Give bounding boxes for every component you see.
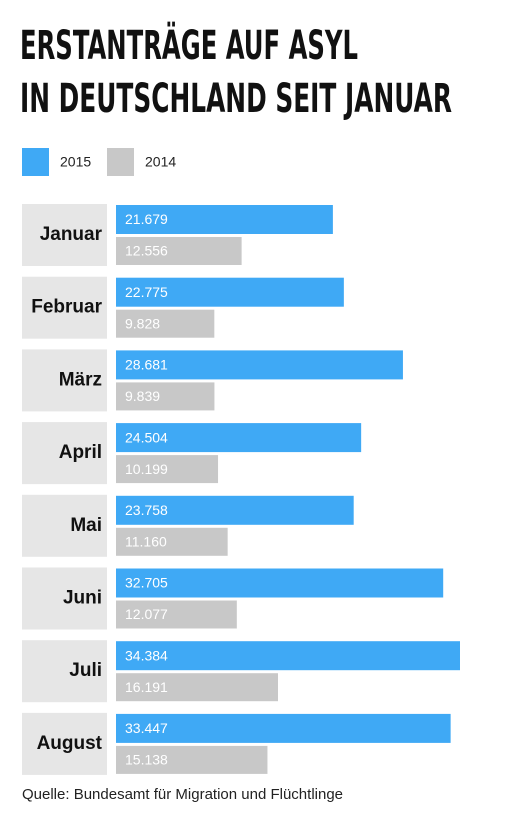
value-label: 11.160 [125, 534, 167, 550]
value-label: 22.775 [125, 284, 168, 300]
value-label: 21.679 [125, 211, 168, 227]
category-box [22, 712, 107, 775]
bar [116, 495, 354, 525]
bar [116, 309, 215, 338]
bar [116, 423, 362, 453]
category-label: März [59, 369, 102, 390]
value-label: 34.384 [125, 647, 168, 663]
category-label: Juli [69, 660, 102, 681]
legend-swatch [107, 148, 134, 176]
category-box [22, 494, 107, 557]
bar [116, 455, 219, 484]
bar [116, 277, 344, 307]
category-label: Juni [63, 588, 102, 609]
category-box [22, 204, 107, 266]
value-label: 15.138 [125, 752, 168, 768]
bar [116, 382, 215, 411]
category-box [22, 276, 107, 339]
value-label: 28.681 [125, 357, 168, 373]
bar [116, 350, 403, 380]
category-box [22, 349, 107, 412]
bar [116, 673, 278, 702]
category-label: Mai [70, 515, 102, 536]
value-label: 24.504 [125, 429, 168, 445]
value-label: 10.199 [125, 461, 168, 477]
bar [116, 527, 228, 556]
value-label: 9.839 [125, 388, 160, 404]
category-label: Februar [31, 297, 102, 318]
category-box [22, 567, 107, 630]
category-box [22, 422, 107, 485]
value-label: 12.556 [125, 243, 168, 259]
bar [116, 745, 268, 774]
bar [116, 568, 444, 598]
chart-title: ERSTANTRÄGE AUF ASYL [20, 21, 358, 69]
bar [116, 205, 333, 234]
legend-label: 2014 [145, 154, 176, 170]
value-label: 12.077 [125, 606, 168, 622]
category-label: Januar [40, 224, 103, 245]
legend-label: 2015 [60, 154, 91, 170]
source: Quelle: Bundesamt für Migration und Flüc… [22, 786, 343, 803]
legend-swatch [22, 148, 49, 176]
bar [116, 641, 460, 671]
value-label: 16.191 [125, 679, 168, 695]
value-label: 23.758 [125, 502, 168, 518]
category-box [22, 640, 107, 703]
value-label: 9.828 [125, 315, 160, 331]
chart-title: IN DEUTSCHLAND SEIT JANUAR [20, 76, 452, 122]
category-label: August [37, 733, 103, 754]
value-label: 33.447 [125, 720, 168, 736]
value-label: 32.705 [125, 575, 168, 591]
bar [116, 237, 242, 265]
bar [116, 600, 237, 629]
bar [116, 713, 451, 743]
category-label: April [59, 442, 102, 463]
